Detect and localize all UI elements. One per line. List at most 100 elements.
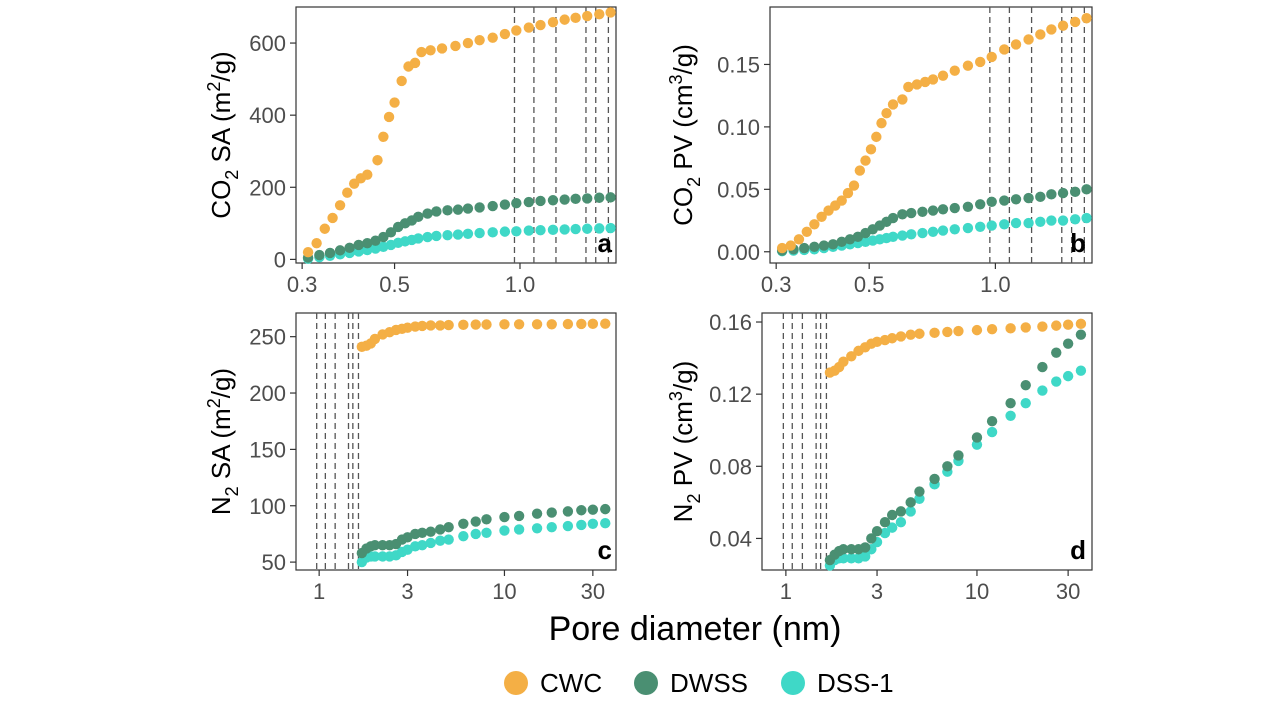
- data-point: [1051, 347, 1062, 358]
- series-cwc: [302, 7, 616, 258]
- data-point: [547, 195, 559, 206]
- y-axis-title-sup: 2: [204, 82, 224, 92]
- data-point: [327, 212, 338, 224]
- data-point: [431, 206, 442, 217]
- data-point: [450, 40, 461, 52]
- data-point: [897, 94, 908, 105]
- data-point: [443, 521, 454, 533]
- data-point: [1010, 217, 1022, 229]
- data-point: [942, 326, 953, 338]
- x-tick-label: 1: [780, 579, 792, 604]
- data-point: [1046, 189, 1057, 200]
- data-point: [809, 241, 820, 252]
- data-point: [531, 319, 543, 330]
- x-tick-label: 0.5: [379, 272, 410, 297]
- series-dwss: [302, 192, 616, 263]
- data-point: [1005, 397, 1016, 409]
- data-point: [842, 187, 854, 199]
- data-point: [1035, 191, 1046, 203]
- data-point: [499, 319, 510, 330]
- y-tick-label: 250: [249, 325, 286, 350]
- data-point: [886, 522, 898, 533]
- data-point: [334, 245, 346, 256]
- data-point: [535, 195, 546, 207]
- plot-frame: [761, 312, 1093, 571]
- x-tick-label: 3: [871, 579, 883, 604]
- data-point: [905, 329, 916, 340]
- data-point: [434, 535, 446, 546]
- data-point: [1010, 194, 1022, 205]
- data-point: [389, 97, 400, 108]
- data-point: [953, 450, 964, 461]
- y-axis-title-sup: 3: [666, 74, 686, 84]
- data-point: [547, 224, 559, 236]
- series-dwss: [824, 329, 1087, 566]
- data-point: [535, 19, 546, 31]
- x-tick-label: 30: [1056, 579, 1080, 604]
- data-point: [1075, 318, 1087, 330]
- x-tick-label: 0.5: [854, 272, 885, 297]
- data-point: [582, 193, 593, 204]
- data-point: [1075, 365, 1087, 376]
- data-point: [370, 235, 381, 246]
- data-point: [378, 231, 389, 243]
- y-axis-title-sub: 2: [222, 486, 242, 496]
- y-tick-label: 0: [274, 247, 286, 272]
- data-point: [986, 196, 997, 208]
- legend-label: DWSS: [670, 668, 748, 698]
- y-axis-title-mid: SA (m: [206, 408, 236, 486]
- data-point: [1069, 214, 1081, 225]
- x-tick-label: 1.0: [980, 272, 1011, 297]
- data-point: [836, 236, 847, 247]
- x-tick-label: 0.3: [761, 272, 792, 297]
- data-point: [582, 223, 593, 234]
- data-point: [905, 497, 916, 508]
- data-point: [600, 503, 611, 515]
- data-point: [1023, 217, 1034, 229]
- data-point: [999, 44, 1010, 55]
- data-point: [559, 194, 570, 205]
- data-point: [1069, 186, 1081, 198]
- data-point: [470, 319, 481, 330]
- data-point: [342, 187, 353, 198]
- data-point: [949, 65, 960, 76]
- data-point: [487, 32, 498, 43]
- data-point: [458, 518, 469, 529]
- data-point: [986, 51, 997, 63]
- data-point: [511, 226, 522, 237]
- data-point: [971, 439, 983, 450]
- data-point: [986, 416, 998, 427]
- data-point: [1046, 24, 1057, 35]
- y-axis-title-sup: 2: [204, 398, 224, 408]
- data-point: [999, 195, 1010, 206]
- data-point: [523, 22, 535, 33]
- data-point: [600, 518, 611, 529]
- data-point: [1075, 329, 1087, 340]
- data-point: [481, 319, 492, 330]
- data-point: [971, 324, 983, 336]
- data-point: [513, 524, 525, 535]
- data-point: [369, 551, 381, 562]
- x-tick-label: 0.3: [287, 272, 318, 297]
- data-point: [971, 432, 983, 443]
- data-point: [1035, 216, 1046, 227]
- data-point: [1051, 320, 1062, 331]
- data-point: [431, 230, 442, 242]
- data-point: [859, 551, 871, 562]
- data-point: [425, 320, 436, 331]
- data-point: [776, 242, 788, 254]
- y-axis-title-base: N: [206, 496, 236, 515]
- data-point: [1051, 376, 1062, 387]
- data-point: [546, 507, 557, 518]
- data-point: [1069, 16, 1081, 28]
- data-point: [594, 192, 605, 203]
- data-point: [562, 318, 574, 330]
- y-tick-label: 200: [249, 175, 286, 200]
- data-point: [369, 333, 381, 345]
- data-point: [487, 227, 498, 238]
- data-point: [594, 9, 605, 20]
- data-point: [897, 209, 908, 220]
- data-point: [570, 193, 581, 205]
- legend-label: DSS-1: [817, 668, 894, 698]
